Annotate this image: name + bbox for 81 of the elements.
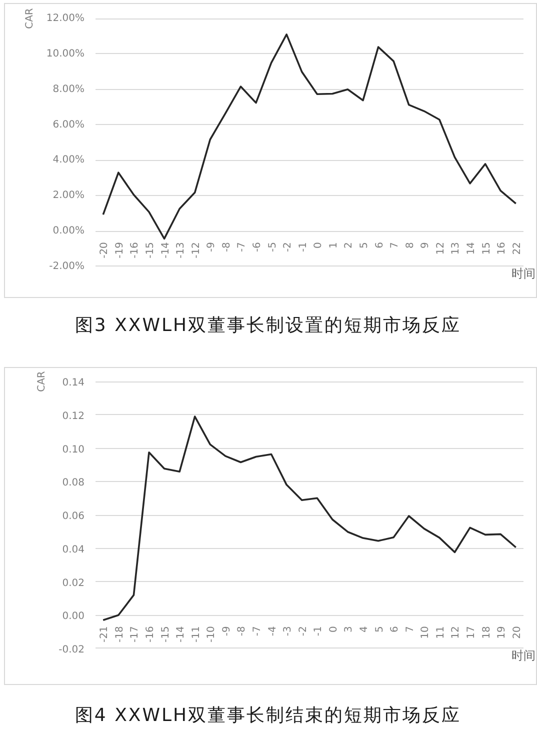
y-tick-label: 0.00 <box>62 611 84 622</box>
x-tick-label: 10 <box>420 626 432 639</box>
x-tick-label: -20 <box>99 242 110 258</box>
y-tick-label: 12.00% <box>46 13 85 24</box>
y-tick-label: 8.00% <box>52 84 85 95</box>
x-tick-label: -8 <box>221 242 232 252</box>
x-tick-label: 9 <box>420 242 432 248</box>
line-series <box>102 34 517 240</box>
y-tick-label: -0.02 <box>58 644 84 656</box>
x-tick-label: -6 <box>252 242 263 252</box>
x-tick-label: 3 <box>344 626 355 632</box>
x-tick-label: 5 <box>359 242 370 248</box>
y-tick-label: 0.00% <box>52 226 85 237</box>
x-tick-label: -8 <box>236 626 248 636</box>
y-tick-label: 4.00% <box>52 154 85 166</box>
x-tick-label: 7 <box>390 242 401 248</box>
x-tick-label: 17 <box>466 626 477 639</box>
y-tick-label: 0.12 <box>62 410 84 422</box>
line-series <box>102 416 517 622</box>
x-tick-label: 0 <box>313 242 324 248</box>
x-tick-label: -5 <box>267 242 278 252</box>
x-tick-label: 13 <box>450 242 462 255</box>
x-tick-label: 19 <box>496 626 508 639</box>
x-tick-label: -12 <box>190 242 202 258</box>
x-tick-label: 6 <box>390 626 401 632</box>
y-tick-label: 0.04 <box>62 544 84 556</box>
x-axis-title: 时间 <box>512 266 536 280</box>
x-tick-label: 1 <box>328 242 340 248</box>
x-tick-label: -15 <box>160 626 172 642</box>
x-tick-label: 0 <box>328 626 340 632</box>
x-tick-label: -10 <box>206 626 218 642</box>
y-tick-label: 0.14 <box>62 378 84 388</box>
x-tick-label: 8 <box>404 242 416 248</box>
x-tick-label: -2 <box>282 242 294 252</box>
x-tick-label: 6 <box>374 242 386 248</box>
x-tick-label: -19 <box>114 242 126 258</box>
x-tick-label: -15 <box>145 242 156 258</box>
y-tick-label: 0.10 <box>62 444 84 456</box>
x-tick-label: 2 <box>344 242 355 248</box>
x-tick-label: -18 <box>114 626 126 642</box>
x-tick-label: -13 <box>176 242 187 258</box>
x-tick-label: 12 <box>435 242 446 255</box>
x-tick-label: -14 <box>160 242 172 258</box>
y-tick-label: 0.06 <box>62 511 84 522</box>
y-tick-label: 6.00% <box>52 119 85 130</box>
x-tick-label: 11 <box>435 626 446 639</box>
y-axis-title: CAR <box>24 8 36 29</box>
x-tick-label: -21 <box>99 626 110 642</box>
y-tick-label: 0.08 <box>62 478 84 489</box>
x-tick-label: 20 <box>512 626 523 639</box>
x-tick-label: 16 <box>496 242 508 255</box>
x-tick-label: -4 <box>267 626 278 636</box>
x-tick-label: -16 <box>130 242 141 258</box>
y-tick-label: -2.00% <box>49 261 85 272</box>
x-tick-label: -1 <box>313 626 324 636</box>
x-tick-label: -7 <box>252 626 263 636</box>
text: 图3 XXWLH双董事长制设置的短期市场反应 <box>74 315 462 336</box>
y-tick-label: 0.02 <box>62 578 84 589</box>
x-tick-label: -9 <box>206 242 218 252</box>
x-tick-label: 4 <box>359 626 370 632</box>
x-tick-label: -14 <box>176 626 187 642</box>
x-tick-label: 14 <box>466 242 477 255</box>
y-axis-title: CAR <box>36 371 48 392</box>
x-tick-label: 15 <box>481 242 492 255</box>
x-tick-label: 7 <box>404 626 416 632</box>
x-tick-label: -16 <box>145 626 156 642</box>
x-tick-label: 22 <box>512 242 523 255</box>
x-tick-label: 5 <box>374 626 386 632</box>
x-tick-label: -2 <box>298 626 309 636</box>
text: 图4 XXWLH双董事长制结束的短期市场反应 <box>74 705 462 726</box>
x-tick-label: 12 <box>450 626 462 639</box>
x-tick-label: -11 <box>190 626 202 642</box>
x-tick-label: -17 <box>130 626 141 642</box>
y-tick-label: 10.00% <box>46 48 85 60</box>
y-tick-label: 2.00% <box>52 190 85 202</box>
x-tick-label: -3 <box>282 626 294 636</box>
x-tick-label: -1 <box>298 242 309 252</box>
x-axis-title: 时间 <box>512 648 536 662</box>
x-tick-label: 18 <box>481 626 492 639</box>
x-tick-label: -9 <box>221 626 232 636</box>
x-tick-label: -7 <box>236 242 248 252</box>
